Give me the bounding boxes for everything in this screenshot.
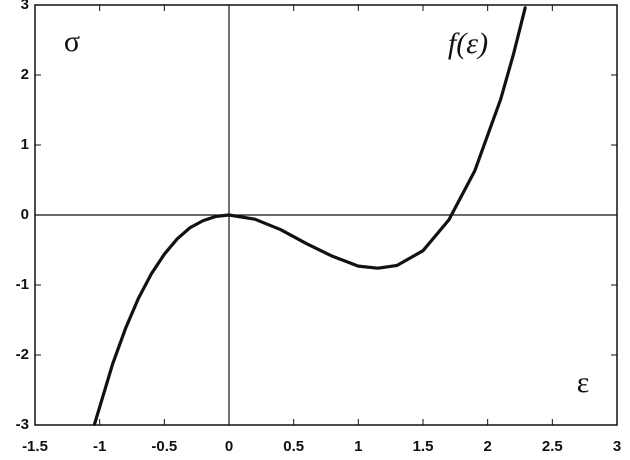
y-tick-label: 3 (21, 0, 29, 13)
y-axis-label: σ (64, 25, 80, 58)
x-tick-label: 0.5 (283, 438, 304, 455)
x-tick-label: -0.5 (151, 438, 177, 455)
y-tick-label: -2 (16, 346, 29, 363)
y-tick-label: 0 (21, 206, 29, 223)
curve (92, 6, 527, 426)
x-tick-label: 2 (483, 438, 491, 455)
y-tick-label: 1 (21, 136, 29, 153)
x-tick-label: 3 (613, 438, 621, 455)
y-tick-label: -1 (16, 276, 29, 293)
x-tick-label: -1 (93, 438, 106, 455)
x-tick-label: 0 (225, 438, 233, 455)
x-tick-label: -1.5 (22, 438, 48, 455)
x-tick-label: 1 (354, 438, 362, 455)
y-tick-label: -3 (16, 416, 29, 433)
x-axis-label: ε (577, 366, 590, 399)
curve-label: f(ε) (448, 27, 488, 60)
x-tick-label: 1.5 (413, 438, 434, 455)
y-tick-label: 2 (21, 66, 29, 83)
x-tick-label: 2.5 (542, 438, 563, 455)
